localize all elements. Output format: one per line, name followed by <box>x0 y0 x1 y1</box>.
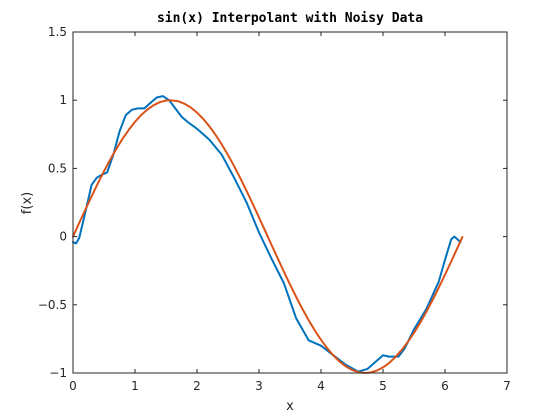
ticks-layer: 0 1 2 3 4 5 6 7 −1 −0.5 0 0.5 1 1.5 <box>38 25 511 393</box>
x-tick-label: 0 <box>69 379 77 393</box>
plot-box <box>72 31 508 374</box>
y-tick-label: 0 <box>59 230 67 244</box>
chart-title: sin(x) Interpolant with Noisy Data <box>157 11 423 26</box>
y-tick-label: 1.5 <box>48 25 67 39</box>
series-layer <box>72 95 464 374</box>
x-tick-label: 6 <box>441 379 449 393</box>
x-tick-label: 4 <box>317 379 325 393</box>
y-tick-label: −1 <box>49 366 67 380</box>
x-tick-label: 1 <box>131 379 139 393</box>
series-line-orange <box>72 99 464 374</box>
y-axis-label: f(x) <box>20 192 35 214</box>
y-tick-label: 0.5 <box>48 161 67 175</box>
y-tick-label: −0.5 <box>38 298 67 312</box>
x-axis-label: x <box>286 399 294 414</box>
x-tick-label: 3 <box>255 379 263 393</box>
x-tick-label: 5 <box>379 379 387 393</box>
x-tick-label: 2 <box>193 379 201 393</box>
y-tick-label: 1 <box>59 93 67 107</box>
x-tick-label: 7 <box>503 379 511 393</box>
